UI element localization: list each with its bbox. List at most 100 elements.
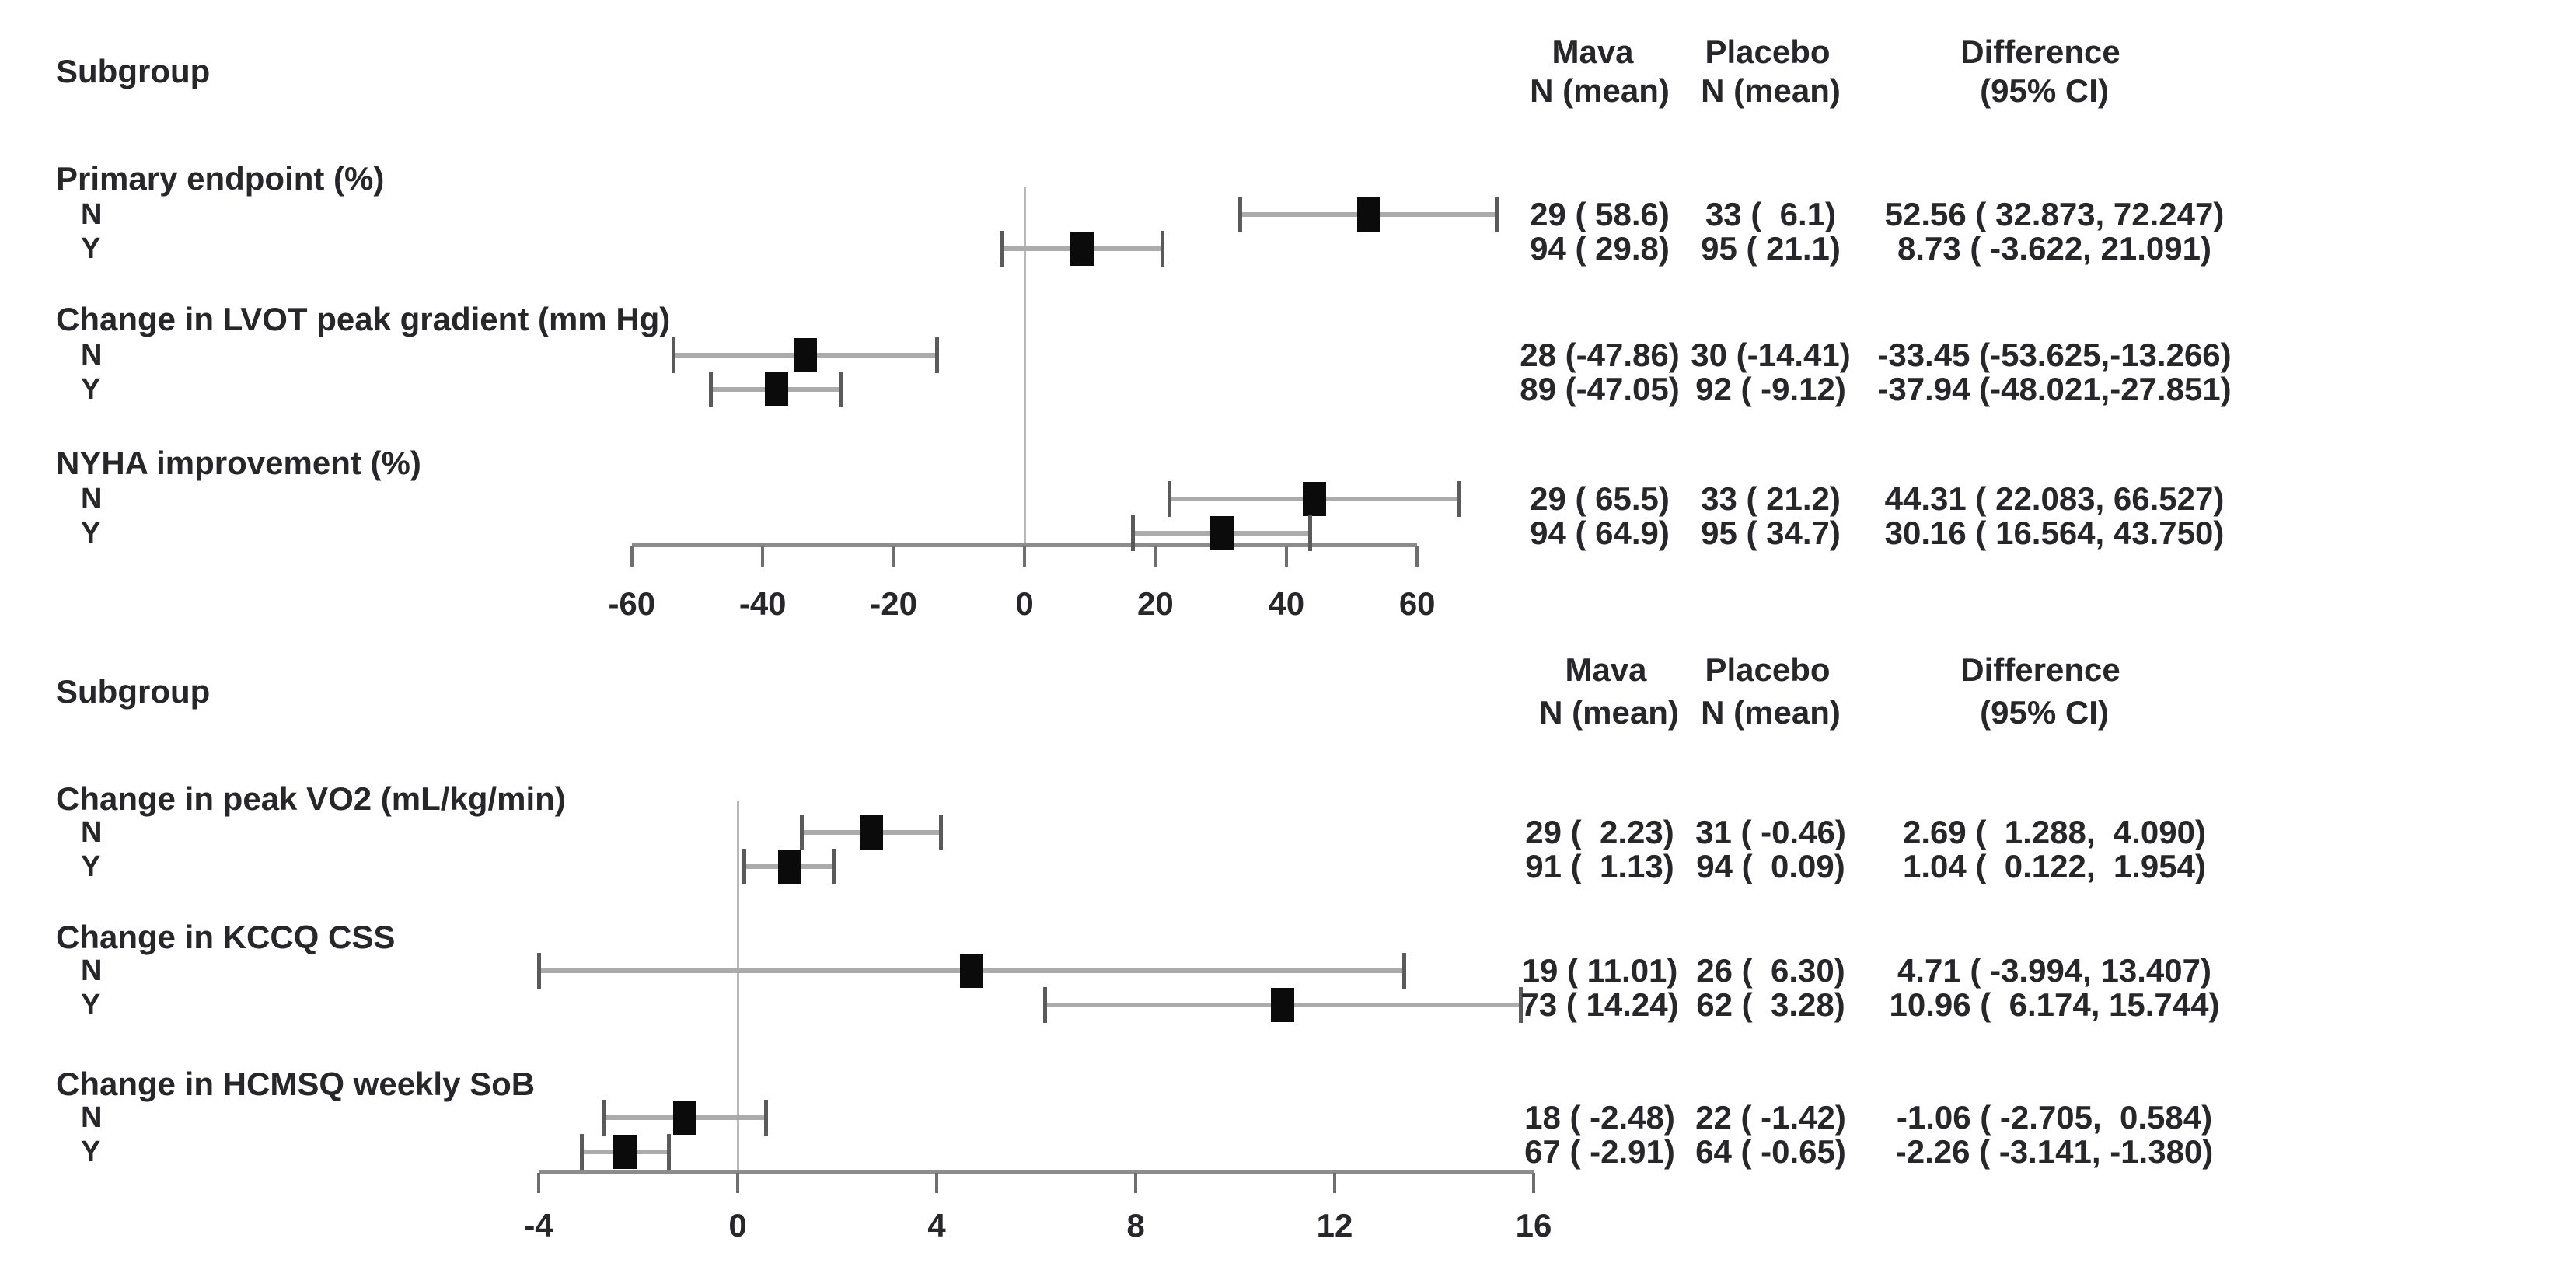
subgroup-column-header: Subgroup	[56, 53, 211, 89]
x-axis-tick	[892, 546, 895, 567]
mava-cell: 29 ( 2.23)	[1525, 814, 1674, 850]
placebo-cell: 33 ( 6.1)	[1705, 196, 1837, 232]
placebo-cell: 94 ( 0.09)	[1696, 848, 1845, 884]
mava-cell: 91 ( 1.13)	[1525, 848, 1674, 884]
row-level-label: Y	[81, 989, 101, 1021]
placebo-cell: 95 ( 34.7)	[1701, 515, 1841, 551]
ci-cap-left	[1237, 197, 1242, 232]
ci-cap-left	[708, 372, 713, 407]
difference-column-subheader: (95% CI)	[1980, 72, 2109, 109]
x-axis-tick-label: 4	[927, 1207, 946, 1244]
row-level-label: Y	[81, 373, 101, 406]
group-label: Change in peak VO2 (mL/kg/min)	[56, 780, 566, 817]
ci-cap-right	[1457, 481, 1462, 517]
placebo-cell: 26 ( 6.30)	[1696, 952, 1845, 989]
x-axis-tick-label: -4	[524, 1207, 553, 1244]
x-axis-tick	[1284, 546, 1288, 567]
difference-cell: 8.73 ( -3.622, 21.091)	[1897, 230, 2211, 267]
placebo-cell: 33 ( 21.2)	[1701, 480, 1841, 517]
x-axis-line	[631, 543, 1418, 547]
mava-column-subheader: N (mean)	[1539, 694, 1679, 731]
mava-cell: 73 ( 14.24)	[1520, 986, 1679, 1023]
difference-cell: 4.71 ( -3.994, 13.407)	[1897, 952, 2211, 989]
difference-cell: 44.31 ( 22.083, 66.527)	[1884, 480, 2225, 517]
x-axis-tick	[1415, 546, 1419, 567]
x-axis-tick-label: 40	[1268, 585, 1305, 622]
point-marker	[960, 954, 984, 988]
mava-column-subheader: N (mean)	[1530, 72, 1670, 109]
difference-cell: 30.16 ( 16.564, 43.750)	[1884, 515, 2225, 551]
row-level-label: N	[81, 198, 103, 231]
group-label: Change in KCCQ CSS	[56, 919, 396, 955]
placebo-column-header: Placebo	[1705, 33, 1831, 70]
ci-cap-left	[579, 1134, 584, 1170]
ci-cap-right	[938, 815, 943, 850]
placebo-column-subheader: N (mean)	[1701, 694, 1841, 731]
ci-cap-right	[764, 1100, 769, 1136]
point-marker	[1271, 988, 1295, 1022]
point-marker	[613, 1135, 637, 1169]
x-axis-tick-label: 12	[1316, 1207, 1353, 1244]
difference-cell: -33.45 (-53.625,-13.266)	[1877, 337, 2232, 373]
ci-cap-left	[1167, 481, 1171, 517]
ci-cap-right	[1518, 987, 1523, 1023]
ci-cap-left	[672, 337, 676, 373]
placebo-column-subheader: N (mean)	[1701, 72, 1841, 109]
point-marker	[764, 372, 788, 406]
placebo-cell: 64 ( -0.65)	[1695, 1133, 1846, 1170]
x-axis-tick-label: 0	[728, 1207, 747, 1244]
ci-cap-left	[537, 953, 542, 989]
difference-cell: 52.56 ( 32.873, 72.247)	[1884, 196, 2225, 232]
group-label: NYHA improvement (%)	[56, 445, 421, 481]
ci-cap-right	[1495, 197, 1499, 232]
difference-cell: -1.06 ( -2.705, 0.584)	[1896, 1099, 2213, 1136]
x-axis-tick-label: -60	[608, 585, 656, 622]
difference-column-subheader: (95% CI)	[1980, 694, 2109, 731]
placebo-cell: 30 (-14.41)	[1691, 337, 1851, 373]
mava-cell: 89 (-47.05)	[1520, 371, 1680, 407]
row-level-label: Y	[81, 232, 101, 265]
group-label: Change in LVOT peak gradient (mm Hg)	[56, 301, 671, 337]
ci-cap-right	[666, 1134, 671, 1170]
difference-cell: -2.26 ( -3.141, -1.380)	[1895, 1133, 2214, 1170]
x-axis-tick	[736, 1173, 739, 1193]
row-level-label: Y	[81, 1136, 101, 1168]
x-axis-tick	[1154, 546, 1157, 567]
ci-cap-right	[1308, 515, 1313, 551]
point-marker	[1356, 197, 1380, 232]
x-axis-tick	[1333, 1173, 1336, 1193]
x-axis-tick	[630, 546, 634, 567]
point-marker	[1070, 232, 1094, 266]
mava-column-header: Mava	[1565, 651, 1647, 688]
mava-cell: 19 ( 11.01)	[1521, 952, 1678, 989]
placebo-cell: 22 ( -1.42)	[1695, 1099, 1846, 1136]
ci-cap-right	[1402, 953, 1407, 989]
point-marker	[777, 850, 801, 884]
difference-cell: 2.69 ( 1.288, 4.090)	[1903, 814, 2206, 850]
ci-cap-left	[999, 231, 1004, 267]
x-axis-tick-label: 16	[1515, 1207, 1552, 1244]
placebo-cell: 31 ( -0.46)	[1695, 814, 1846, 850]
mava-cell: 94 ( 64.9)	[1530, 515, 1670, 551]
row-level-label: Y	[81, 517, 101, 550]
x-axis-tick-label: 0	[1015, 585, 1034, 622]
x-axis-tick-label: -40	[738, 585, 787, 622]
ci-cap-left	[1043, 987, 1048, 1023]
x-axis-tick	[1134, 1173, 1137, 1193]
ci-cap-right	[1160, 231, 1164, 267]
difference-cell: 10.96 ( 6.174, 15.744)	[1889, 986, 2220, 1023]
group-label: Change in HCMSQ weekly SoB	[56, 1066, 536, 1102]
placebo-column-header: Placebo	[1705, 651, 1831, 688]
difference-column-header: Difference	[1960, 651, 2120, 688]
x-axis-tick	[1023, 546, 1026, 567]
x-axis-tick-label: 8	[1126, 1207, 1145, 1244]
row-level-label: N	[81, 954, 103, 987]
ci-cap-right	[935, 337, 940, 373]
zero-reference-line	[736, 801, 739, 1170]
mava-cell: 29 ( 58.6)	[1530, 196, 1670, 232]
x-axis-tick	[537, 1173, 540, 1193]
row-level-label: N	[81, 816, 103, 849]
mava-cell: 94 ( 29.8)	[1530, 230, 1670, 267]
group-label: Primary endpoint (%)	[56, 160, 385, 197]
x-axis-tick	[1532, 1173, 1535, 1193]
